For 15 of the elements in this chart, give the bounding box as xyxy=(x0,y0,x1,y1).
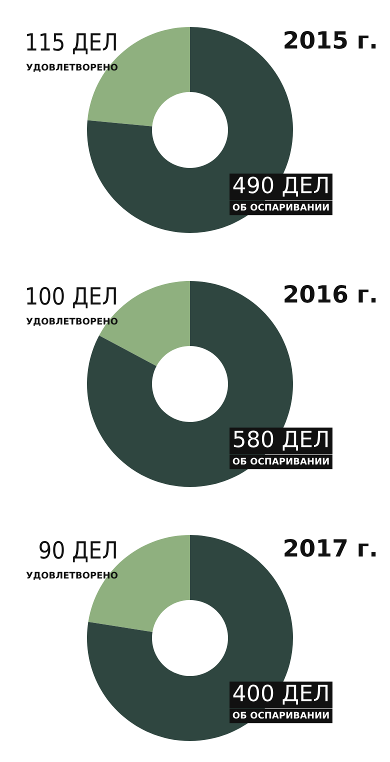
chart-title: 2016 г. xyxy=(284,284,376,303)
slice-label: ОБ ОСПАРИВАНИИ xyxy=(232,458,329,465)
slice-label: ОБ ОСПАРИВАНИИ xyxy=(232,712,329,719)
text: 400 ДЕЛ xyxy=(233,684,328,705)
slice-label: УДОВЛЕТВОРЕНО xyxy=(26,318,118,326)
text: 100 ДЕЛ xyxy=(27,286,116,308)
chart-title: 2017 г. xyxy=(284,538,376,557)
slice-label: ОБ ОСПАРИВАНИИ xyxy=(232,204,329,211)
slice-label: УДОВЛЕТВОРЕНО xyxy=(26,572,118,580)
text: 90 ДЕЛ xyxy=(40,540,116,562)
text: 115 ДЕЛ xyxy=(27,33,116,54)
text: 490 ДЕЛ xyxy=(233,176,328,197)
text: 580 ДЕЛ xyxy=(234,430,328,451)
slice-label: УДОВЛЕТВОРЕНО xyxy=(26,64,118,72)
chart-title: 2015 г. xyxy=(284,30,376,49)
